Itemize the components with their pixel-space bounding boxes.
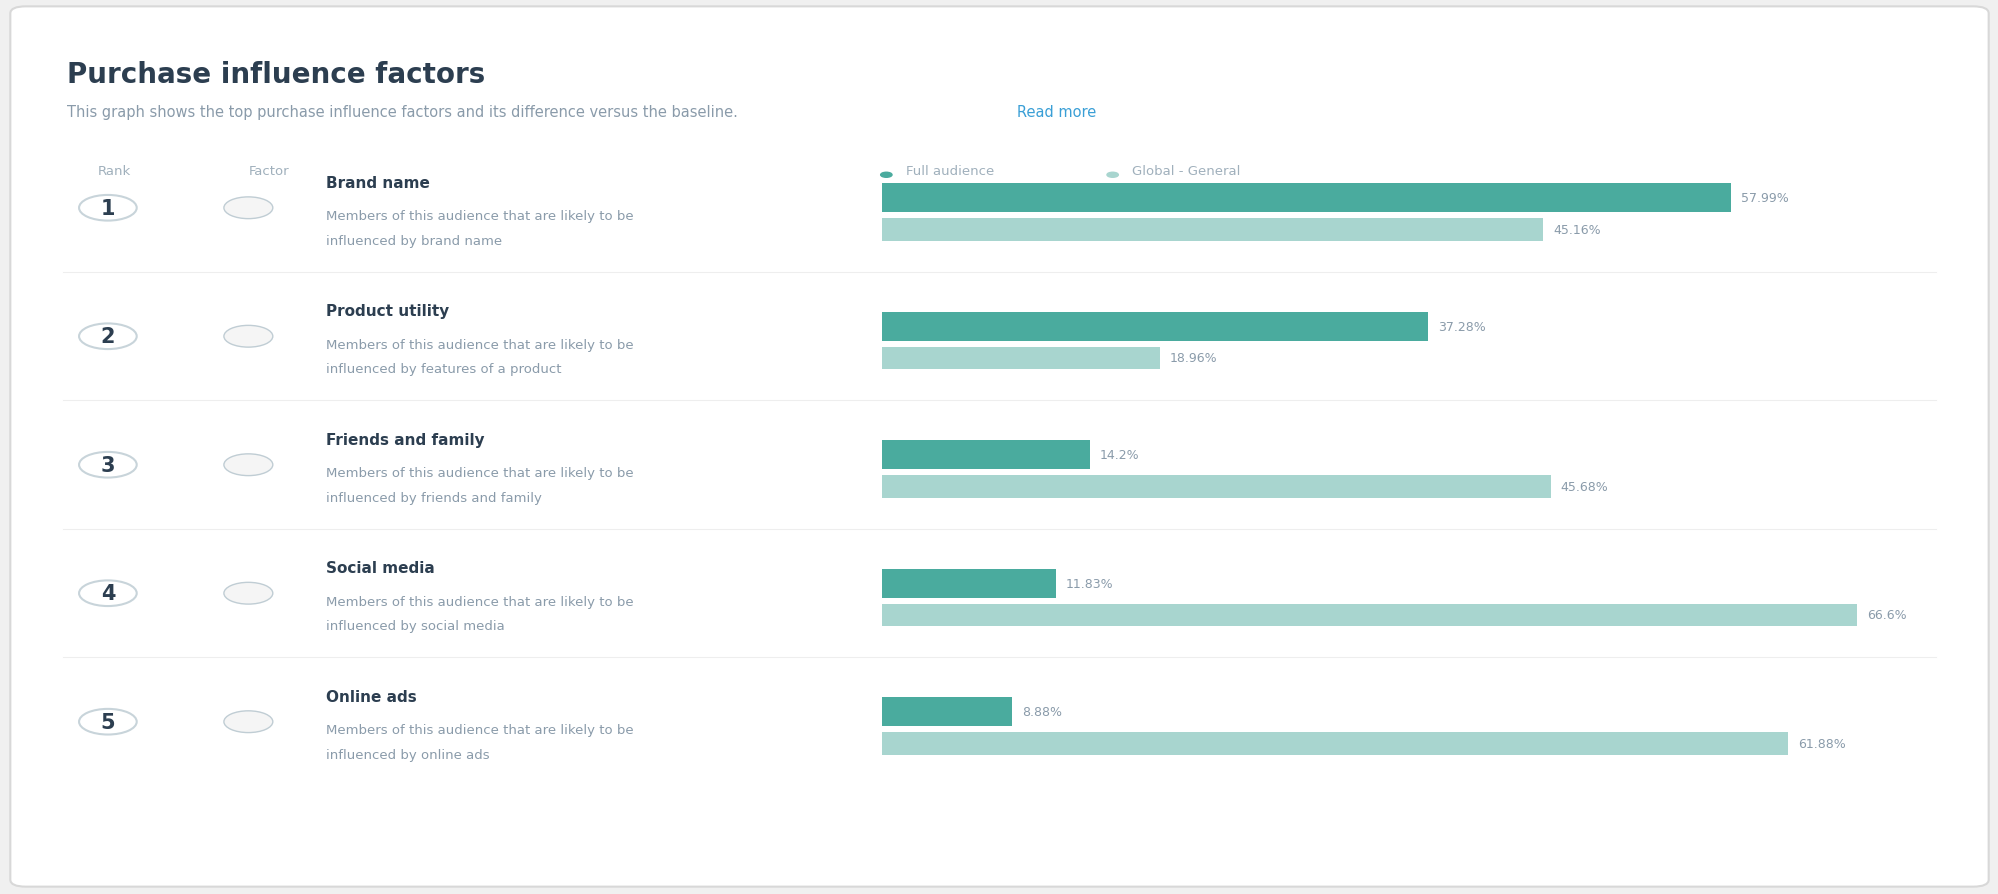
Text: Purchase influence factors: Purchase influence factors <box>66 61 486 89</box>
Text: Members of this audience that are likely to be: Members of this audience that are likely… <box>326 467 633 480</box>
Text: 5: 5 <box>100 712 116 732</box>
Circle shape <box>224 583 272 604</box>
Circle shape <box>224 711 272 733</box>
Circle shape <box>80 709 136 735</box>
Text: 3: 3 <box>100 455 116 476</box>
Circle shape <box>80 581 136 606</box>
Text: Brand name: Brand name <box>326 175 430 190</box>
Text: Factor: Factor <box>248 165 290 178</box>
Text: This graph shows the top purchase influence factors and its difference versus th: This graph shows the top purchase influe… <box>66 105 737 120</box>
Text: 1: 1 <box>100 198 116 218</box>
Circle shape <box>881 173 891 178</box>
Text: Rank: Rank <box>98 165 132 178</box>
Text: influenced by social media: influenced by social media <box>326 620 505 633</box>
Circle shape <box>80 452 136 478</box>
FancyBboxPatch shape <box>10 7 1988 887</box>
FancyBboxPatch shape <box>881 476 1550 498</box>
Text: Online ads: Online ads <box>326 689 418 704</box>
Text: 4: 4 <box>100 584 116 603</box>
Text: 66.6%: 66.6% <box>1866 609 1906 621</box>
Circle shape <box>1107 173 1117 178</box>
Text: 37.28%: 37.28% <box>1437 320 1485 333</box>
Circle shape <box>224 198 272 219</box>
Text: 11.83%: 11.83% <box>1065 578 1113 590</box>
Text: 57.99%: 57.99% <box>1740 192 1788 205</box>
Text: Product utility: Product utility <box>326 304 450 319</box>
Text: Full audience: Full audience <box>905 165 993 178</box>
Text: influenced by features of a product: influenced by features of a product <box>326 363 561 375</box>
Circle shape <box>80 324 136 350</box>
Circle shape <box>224 326 272 348</box>
FancyBboxPatch shape <box>881 347 1159 370</box>
Text: 18.96%: 18.96% <box>1169 352 1217 365</box>
FancyBboxPatch shape <box>881 732 1786 755</box>
Text: Social media: Social media <box>326 561 436 576</box>
Text: Members of this audience that are likely to be: Members of this audience that are likely… <box>326 723 633 737</box>
Text: Friends and family: Friends and family <box>326 433 486 447</box>
FancyBboxPatch shape <box>881 441 1089 469</box>
Text: 8.88%: 8.88% <box>1021 705 1061 719</box>
Text: Global - General: Global - General <box>1131 165 1241 178</box>
Text: influenced by friends and family: influenced by friends and family <box>326 491 541 504</box>
Text: influenced by brand name: influenced by brand name <box>326 234 501 248</box>
FancyBboxPatch shape <box>881 697 1011 726</box>
FancyBboxPatch shape <box>881 184 1730 213</box>
Text: Read more: Read more <box>1017 105 1095 120</box>
Text: 14.2%: 14.2% <box>1099 449 1139 461</box>
FancyBboxPatch shape <box>881 604 1856 627</box>
FancyBboxPatch shape <box>881 569 1055 598</box>
Text: influenced by online ads: influenced by online ads <box>326 748 490 761</box>
Text: 61.88%: 61.88% <box>1796 737 1844 750</box>
Circle shape <box>224 454 272 477</box>
FancyBboxPatch shape <box>881 313 1427 342</box>
Text: Members of this audience that are likely to be: Members of this audience that are likely… <box>326 595 633 608</box>
Text: 45.68%: 45.68% <box>1560 480 1608 493</box>
Text: Members of this audience that are likely to be: Members of this audience that are likely… <box>326 210 633 224</box>
FancyBboxPatch shape <box>881 219 1542 241</box>
Circle shape <box>80 196 136 222</box>
Text: 45.16%: 45.16% <box>1552 224 1600 237</box>
Text: 2: 2 <box>100 327 116 347</box>
Text: Members of this audience that are likely to be: Members of this audience that are likely… <box>326 339 633 351</box>
